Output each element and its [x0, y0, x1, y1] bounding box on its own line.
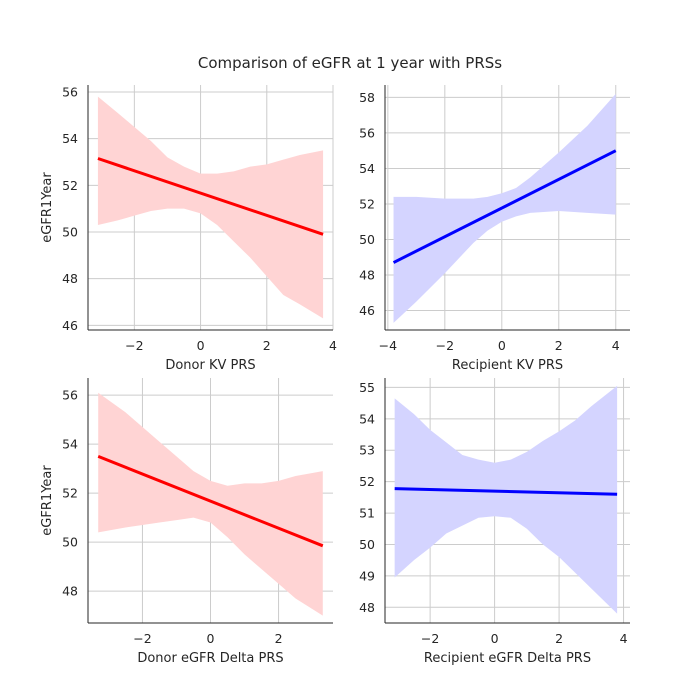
x-tick-label: 0 [498, 338, 506, 353]
x-axis-label: Donor eGFR Delta PRS [137, 651, 283, 666]
regression-line [392, 149, 617, 264]
y-tick-label: 48 [62, 271, 78, 286]
y-tick-label: 54 [359, 411, 375, 426]
y-tick-label: 49 [359, 568, 375, 583]
y-tick-label: 58 [359, 90, 375, 105]
x-tick-label: −4 [379, 338, 397, 353]
x-tick-label: 4 [329, 338, 337, 353]
confidence-band [393, 93, 616, 323]
x-tick-label: 0 [491, 631, 499, 646]
x-axis-label: Recipient KV PRS [452, 358, 563, 373]
regression-line [97, 455, 324, 548]
y-tick-label: 54 [62, 437, 78, 452]
chart-panel-top-right: −4 −2 0 2 4 46 48 50 52 54 56 58 Recipient KV PRS [359, 85, 630, 373]
y-axis-label: eGFR1Year [40, 465, 55, 536]
y-tick-label: 54 [359, 161, 375, 176]
y-tick-label: 54 [62, 131, 78, 146]
y-tick-label: 50 [62, 535, 78, 550]
y-tick-label: 46 [359, 303, 375, 318]
y-tick-label: 52 [359, 474, 375, 489]
y-tick-label: 52 [62, 486, 78, 501]
chart-panels: −2 0 2 4 46 48 50 52 54 56 Donor KV PRS eGFR1Year −4… [40, 85, 630, 666]
confidence-band [98, 392, 323, 616]
y-tick-label: 51 [359, 506, 375, 521]
x-tick-label: 2 [555, 631, 563, 646]
x-tick-label: 4 [620, 631, 628, 646]
x-axis-label: Donor KV PRS [165, 358, 255, 373]
y-tick-label: 53 [359, 443, 375, 458]
chart-panel-top-left: −2 0 2 4 46 48 50 52 54 56 Donor KV PRS eGFR1Year [40, 85, 337, 374]
regression-line [97, 157, 324, 236]
y-tick-label: 46 [62, 318, 78, 333]
y-tick-label: 52 [62, 178, 78, 193]
y-tick-label: 55 [359, 380, 375, 395]
x-tick-label: −2 [421, 631, 439, 646]
y-tick-label: 50 [359, 537, 375, 552]
x-axis-label: Recipient eGFR Delta PRS [424, 651, 591, 666]
y-tick-label: 48 [359, 600, 375, 615]
x-tick-label: 4 [612, 338, 620, 353]
x-tick-label: 2 [263, 338, 271, 353]
confidence-band [97, 96, 324, 319]
x-tick-label: 2 [275, 631, 283, 646]
y-tick-label: 56 [62, 85, 78, 100]
chart-panel-bottom-right: −2 0 2 4 48 49 50 51 52 53 54 55 Recipient eGFR Delt… [359, 378, 630, 666]
regression-line [394, 487, 618, 496]
y-tick-label: 56 [62, 388, 78, 403]
y-tick-label: 52 [359, 196, 375, 211]
figure-title: Comparison of eGFR at 1 year with PRSs [198, 54, 502, 72]
x-tick-label: 0 [197, 338, 205, 353]
confidence-band [394, 385, 618, 614]
chart-panel-bottom-left: −2 0 2 48 50 52 54 56 Donor eGFR Delta PRS eGFR1Y… [40, 378, 333, 666]
x-tick-label: −2 [133, 631, 151, 646]
x-tick-label: −2 [125, 338, 143, 353]
y-tick-label: 50 [359, 232, 375, 247]
y-tick-label: 50 [62, 225, 78, 240]
x-tick-label: 2 [555, 338, 563, 353]
y-axis-label: eGFR1Year [40, 172, 55, 243]
x-tick-label: −2 [436, 338, 454, 353]
y-tick-label: 48 [62, 584, 78, 599]
y-tick-label: 56 [359, 125, 375, 140]
y-tick-label: 48 [359, 267, 375, 282]
x-tick-label: 0 [207, 631, 215, 646]
